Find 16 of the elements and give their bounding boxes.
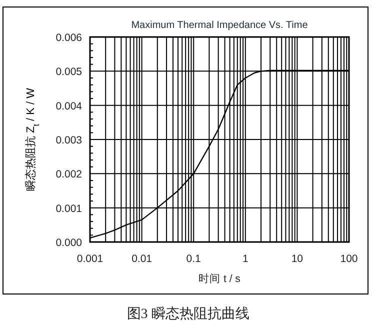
y-tick-label: 0.004 [56, 100, 82, 112]
y-tick-label: 0.001 [56, 202, 82, 215]
x-tick-label: 0.1 [186, 253, 202, 265]
x-tick-label: 1 [242, 253, 248, 265]
x-tick-label: 0.01 [132, 253, 152, 265]
x-tick-label: 100 [340, 253, 358, 265]
x-tick-label: 0.001 [76, 253, 104, 265]
y-tick-label: 0.003 [56, 134, 82, 146]
x-tick-label: 10 [291, 253, 304, 265]
x-axis-title: 时间 t / s [198, 272, 240, 285]
y-tick-label: 0.002 [56, 168, 82, 181]
y-tick-label: 0.006 [56, 32, 82, 44]
y-tick-label: 0.000 [56, 237, 82, 249]
chart-title: Maximum Thermal Impedance Vs. Time [131, 20, 308, 31]
caption: 图3 瞬态热阻抗曲线 [126, 306, 250, 322]
y-tick-label: 0.005 [56, 66, 82, 78]
